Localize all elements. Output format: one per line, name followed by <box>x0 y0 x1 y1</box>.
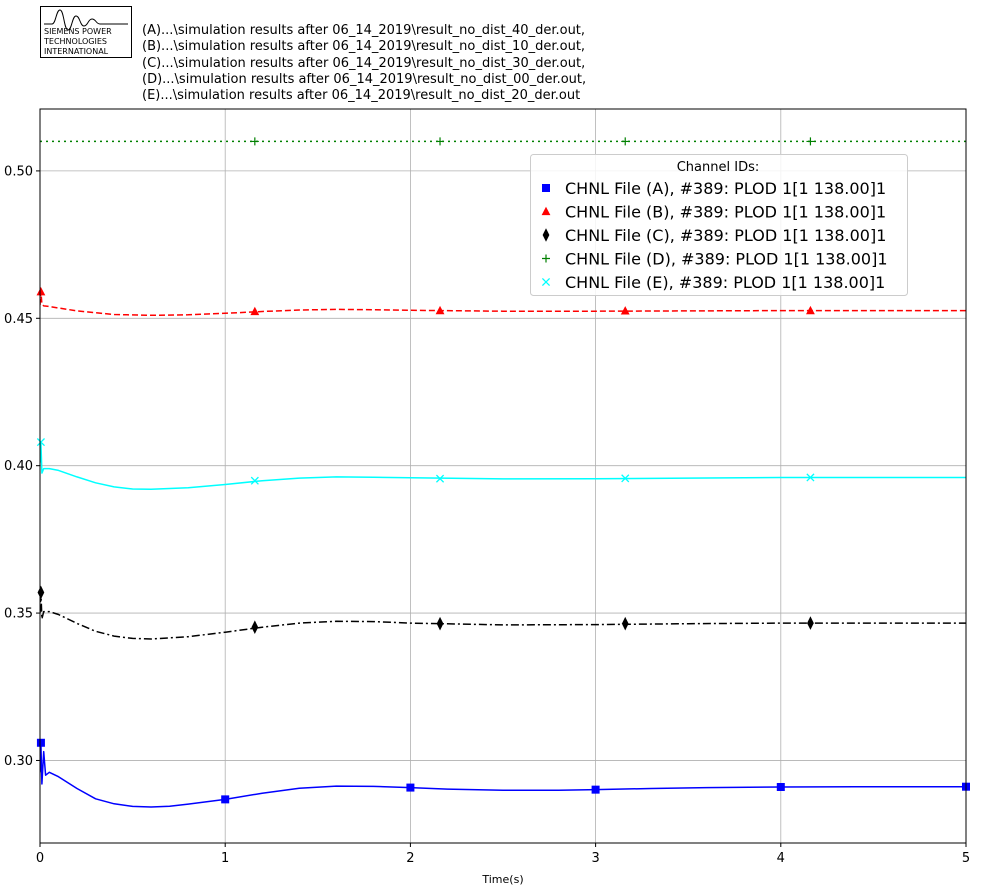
ticks: 0 1 2 3 4 5 0.30 0.35 0.40 0.45 0.50 <box>4 164 970 866</box>
legend-entry-c: CHNL File (C), #389: PLOD 1[1 138.00]1 <box>565 226 886 245</box>
series-a-marker <box>776 782 785 791</box>
series-a-line <box>40 742 966 808</box>
series-e-marker <box>806 473 815 482</box>
series-layer <box>40 140 966 808</box>
legend-b-marker <box>541 206 551 216</box>
series-c-marker <box>621 616 629 631</box>
legend-entry-e: CHNL File (E), #389: PLOD 1[1 138.00]1 <box>565 273 885 292</box>
series-b-marker <box>620 306 630 315</box>
legend-e-marker <box>541 277 551 287</box>
waveform-icon <box>44 9 128 31</box>
y-tick-label: 0.40 <box>4 459 33 474</box>
series-a-marker <box>406 783 415 792</box>
file-line-e: (E)...\simulation results after 06_14_20… <box>142 88 580 103</box>
siemens-logo: SIEMENS POWER TECHNOLOGIES INTERNATIONAL <box>40 6 132 58</box>
x-tick-label: 1 <box>221 851 229 866</box>
y-tick-label: 0.30 <box>4 754 33 769</box>
x-tick-label: 5 <box>962 851 970 866</box>
series-a-marker <box>221 795 230 804</box>
logo-line-3: INTERNATIONAL <box>44 47 109 56</box>
series-a-marker <box>591 785 600 794</box>
legend: Channel IDs: CHNL File (A), #389: PLOD 1… <box>530 154 908 296</box>
x-tick-label: 0 <box>36 851 44 866</box>
series-c-line <box>40 591 966 640</box>
logo-line-1: SIEMENS POWER <box>44 27 112 36</box>
series-b-marker <box>435 305 445 315</box>
legend-a-marker <box>542 184 550 192</box>
series-c-marker <box>251 620 259 635</box>
file-list: (A)...\simulation results after 06_14_20… <box>142 23 586 103</box>
series-e-marker <box>621 474 630 483</box>
file-line-b: (B)...\simulation results after 06_14_20… <box>142 39 585 54</box>
x-tick-label: 2 <box>406 851 414 866</box>
legend-box <box>530 154 908 296</box>
file-line-c: (C)...\simulation results after 06_14_20… <box>142 56 585 71</box>
y-tick-label: 0.50 <box>4 164 33 179</box>
series-c-marker <box>436 616 444 631</box>
series-b-marker <box>36 286 46 296</box>
series-a-marker <box>36 738 45 747</box>
series-c-marker <box>807 616 814 630</box>
legend-entry-b: CHNL File (B), #389: PLOD 1[1 138.00]1 <box>565 203 886 222</box>
file-line-d: (D)...\simulation results after 06_14_20… <box>142 72 586 87</box>
x-tick-label: 4 <box>777 851 785 866</box>
x-tick-label: 3 <box>591 851 599 866</box>
series-c-marker <box>37 585 45 600</box>
plot-frame <box>39 108 967 844</box>
x-axis-label: Time(s) <box>481 873 523 886</box>
file-line-a: (A)...\simulation results after 06_14_20… <box>142 23 585 38</box>
logo-line-2: TECHNOLOGIES <box>43 37 107 46</box>
series-b-marker <box>250 306 260 316</box>
series-e-marker <box>250 476 259 485</box>
series-e-line <box>40 441 966 491</box>
series-e-marker <box>435 474 445 483</box>
y-tick-label: 0.35 <box>4 607 33 622</box>
y-tick-label: 0.45 <box>4 312 33 327</box>
series-d-marker <box>436 137 445 146</box>
series-e-marker <box>36 438 45 447</box>
series-d-marker <box>806 137 815 146</box>
series-b-line <box>40 291 966 317</box>
legend-d-marker <box>542 254 550 263</box>
legend-title: Channel IDs: <box>677 160 760 175</box>
series-d-marker <box>250 137 259 146</box>
series-d-marker <box>621 137 630 146</box>
legend-entry-d: CHNL File (D), #389: PLOD 1[1 138.00]1 <box>565 250 888 269</box>
legend-entry-a: CHNL File (A), #389: PLOD 1[1 138.00]1 <box>565 179 886 198</box>
legend-c-marker <box>542 228 550 242</box>
series-b-marker <box>806 305 815 315</box>
